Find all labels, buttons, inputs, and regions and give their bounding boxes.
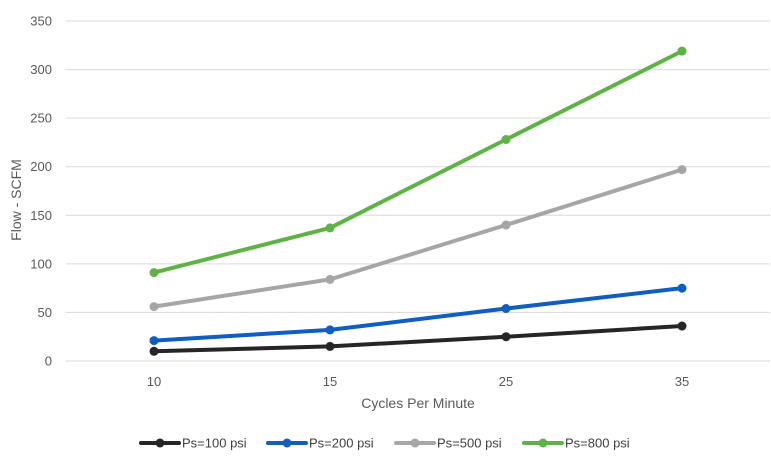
y-axis-title: Flow - SCFM (8, 159, 24, 241)
data-point (501, 135, 511, 145)
x-tick-label: 25 (499, 374, 513, 389)
x-tick-label: 35 (675, 374, 689, 389)
legend-point-marker (155, 438, 165, 448)
x-axis-title: Cycles Per Minute (361, 395, 475, 411)
series-line (152, 286, 684, 343)
y-tick-label: 350 (30, 14, 52, 29)
y-axis-ticks: 0 50 100 150 200 250 300 350 (30, 14, 52, 369)
series-line (152, 324, 684, 354)
legend-label: Ps=200 psi (309, 436, 374, 451)
legend-item: Ps=800 psi (522, 436, 630, 451)
data-point (325, 325, 335, 335)
y-tick-label: 0 (45, 354, 52, 369)
data-point (501, 220, 511, 230)
data-point (501, 304, 511, 314)
series (149, 46, 687, 278)
y-tick-label: 150 (30, 208, 52, 223)
legend-item: Ps=200 psi (266, 436, 374, 451)
legend-point-marker (410, 438, 420, 448)
x-axis-ticks: 10 15 25 35 (147, 374, 689, 389)
data-point (677, 165, 687, 175)
legend-point-marker (538, 438, 548, 448)
y-tick-label: 300 (30, 62, 52, 77)
data-point (325, 341, 335, 351)
legend: Ps=100 psi Ps=200 psi Ps=500 psi Ps=800 psi (139, 436, 630, 451)
gridlines (66, 20, 770, 362)
legend-item: Ps=100 psi (139, 436, 247, 451)
data-point (677, 321, 687, 331)
y-tick-label: 250 (30, 111, 52, 126)
data-point (149, 336, 159, 346)
data-point (325, 274, 335, 284)
legend-label: Ps=500 psi (437, 436, 502, 451)
series-group (149, 46, 687, 356)
legend-point-marker (282, 438, 292, 448)
data-point (677, 283, 687, 293)
data-point (149, 346, 159, 356)
data-point (501, 332, 511, 342)
series-line (152, 49, 684, 275)
x-tick-label: 15 (323, 374, 337, 389)
data-point (149, 268, 159, 278)
series (149, 283, 687, 346)
y-tick-label: 100 (30, 256, 52, 271)
y-tick-label: 200 (30, 159, 52, 174)
legend-label: Ps=800 psi (565, 436, 630, 451)
data-point (677, 46, 687, 56)
legend-label: Ps=100 psi (182, 436, 247, 451)
series-line (152, 167, 684, 309)
data-point (149, 302, 159, 312)
data-point (325, 223, 335, 233)
series (149, 321, 687, 356)
series (149, 165, 687, 312)
x-tick-label: 10 (147, 374, 161, 389)
legend-item: Ps=500 psi (394, 436, 502, 451)
y-tick-label: 50 (38, 305, 52, 320)
